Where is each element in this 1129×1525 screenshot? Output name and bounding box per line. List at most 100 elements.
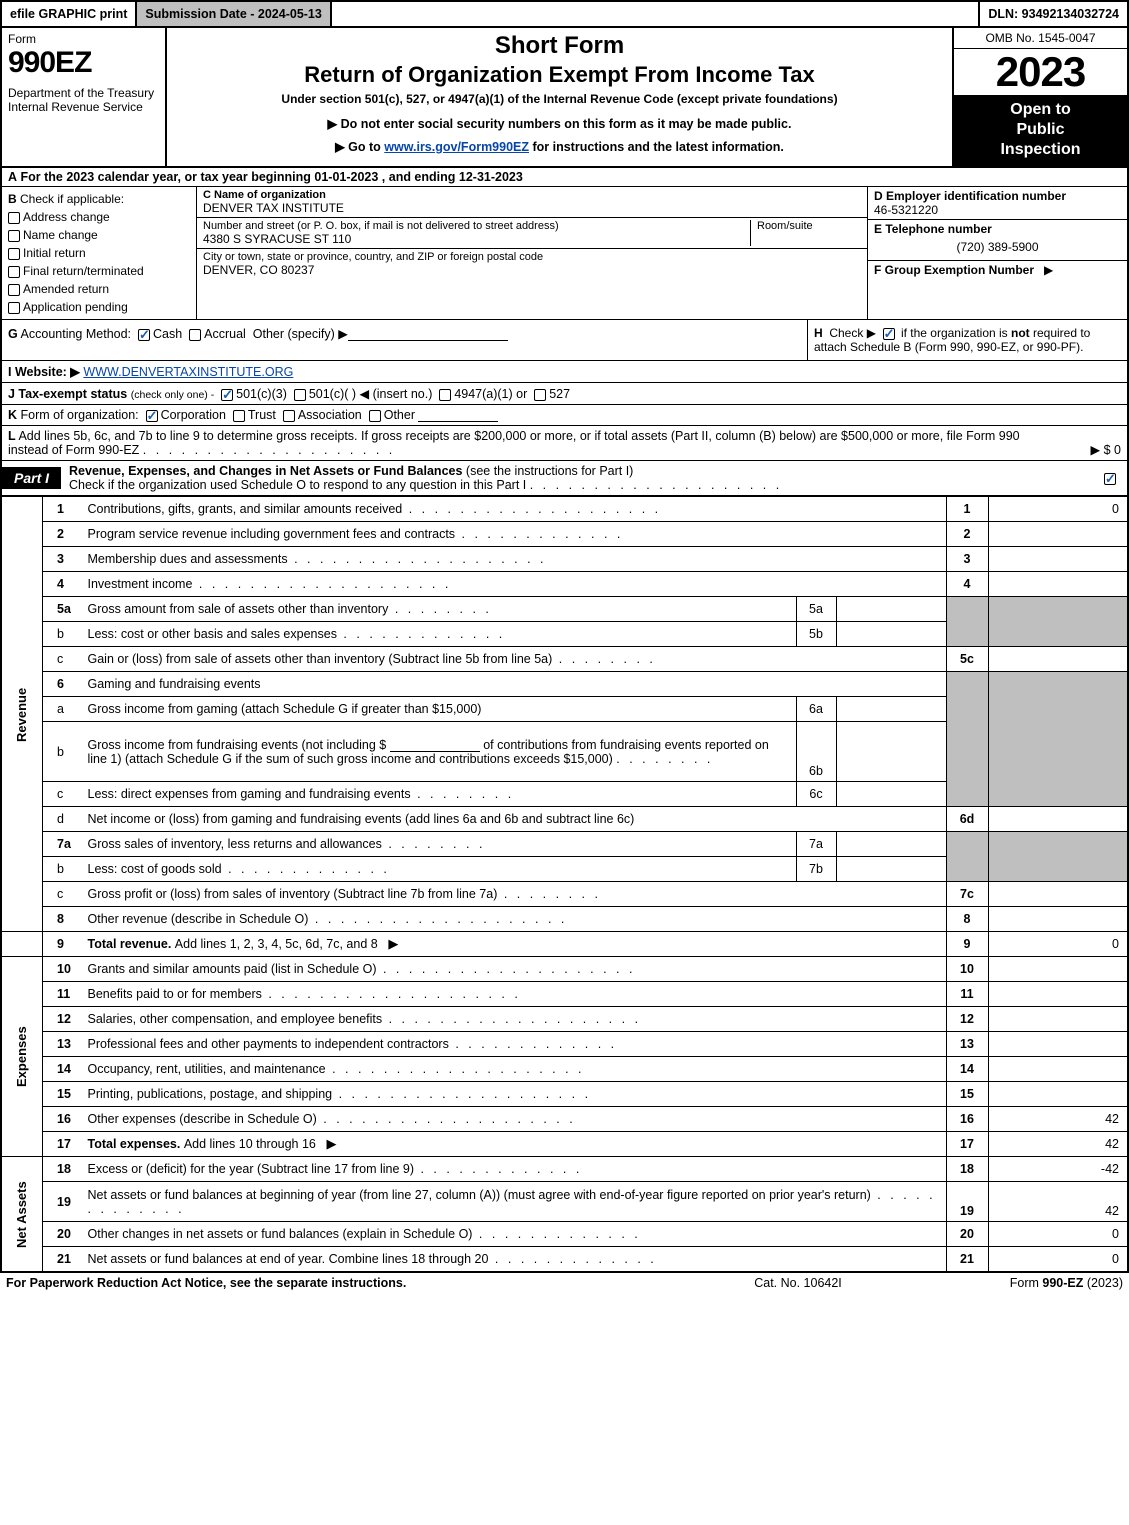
line-14: 14 Occupancy, rent, utilities, and maint… (1, 1057, 1128, 1082)
sidecat-revenue: Revenue (1, 497, 43, 932)
l14-amt (988, 1057, 1128, 1082)
l6c-sn: 6c (796, 782, 836, 807)
chk-501c[interactable] (294, 389, 306, 401)
l8-rn: 8 (946, 907, 988, 932)
l18-amt: -42 (988, 1157, 1128, 1182)
header-right: OMB No. 1545-0047 2023 Open to Public In… (952, 28, 1127, 166)
line-17: 17 Total expenses. Add lines 10 through … (1, 1132, 1128, 1157)
chk-527[interactable] (534, 389, 546, 401)
chk-schedule-o[interactable] (1104, 473, 1116, 485)
l20-amt: 0 (988, 1222, 1128, 1247)
l7a-sv (836, 832, 946, 857)
chk-final-return[interactable] (8, 266, 20, 278)
page-footer: For Paperwork Reduction Act Notice, see … (0, 1272, 1129, 1293)
l18-desc: Excess or (deficit) for the year (Subtra… (88, 1162, 415, 1176)
note-goto-post: for instructions and the latest informat… (529, 140, 784, 154)
l-dots (143, 443, 395, 457)
website-link[interactable]: WWW.DENVERTAXINSTITUTE.ORG (83, 365, 293, 379)
l9-dots (378, 937, 402, 951)
l14-rn: 14 (946, 1057, 988, 1082)
l20-dots (472, 1227, 640, 1241)
chk-amended-return[interactable] (8, 284, 20, 296)
l9-rn: 9 (946, 932, 988, 957)
l12-rn: 12 (946, 1007, 988, 1032)
row-a: A For the 2023 calendar year, or tax yea… (0, 168, 1129, 187)
sidecat-rev-end (1, 932, 43, 957)
l16-desc: Other expenses (describe in Schedule O) (88, 1112, 317, 1126)
l7b-dots (222, 862, 390, 876)
block-bcdef: B Check if applicable: Address change Na… (0, 187, 1129, 320)
lbl-trust: Trust (248, 408, 276, 422)
note-goto: ▶ Go to www.irs.gov/Form990EZ for instru… (173, 139, 946, 154)
addr-value: 4380 S SYRACUSE ST 110 (203, 232, 744, 246)
line-16: 16 Other expenses (describe in Schedule … (1, 1107, 1128, 1132)
l6c-desc: Less: direct expenses from gaming and fu… (88, 787, 411, 801)
l5b-num: b (43, 622, 83, 647)
l4-desc: Investment income (88, 577, 193, 591)
chk-name-change-label: Name change (23, 228, 98, 242)
line-13: 13 Professional fees and other payments … (1, 1032, 1128, 1057)
l6b-num: b (43, 722, 83, 782)
header-mid: Short Form Return of Organization Exempt… (167, 28, 952, 166)
chk-application-pending[interactable] (8, 302, 20, 314)
title-main: Return of Organization Exempt From Incom… (173, 62, 946, 88)
l5c-desc: Gain or (loss) from sale of assets other… (88, 652, 553, 666)
l18-dots (414, 1162, 582, 1176)
l18-rn: 18 (946, 1157, 988, 1182)
row-l: L Add lines 5b, 6c, and 7b to line 9 to … (0, 426, 1129, 461)
chk-initial-return[interactable] (8, 248, 20, 260)
l14-dots (326, 1062, 585, 1076)
city-value: DENVER, CO 80237 (203, 263, 861, 277)
col-b: B Check if applicable: Address change Na… (2, 187, 197, 319)
l8-num: 8 (43, 907, 83, 932)
line-6: 6 Gaming and fundraising events (1, 672, 1128, 697)
l4-rn: 4 (946, 572, 988, 597)
l7a-dots (382, 837, 486, 851)
chk-corp[interactable] (146, 410, 158, 422)
form-header: Form 990EZ Department of the Treasury In… (0, 28, 1129, 168)
l5a-sn: 5a (796, 597, 836, 622)
title-short-form: Short Form (173, 32, 946, 60)
footer-right-post: (2023) (1083, 1276, 1123, 1290)
l4-num: 4 (43, 572, 83, 597)
l20-desc: Other changes in net assets or fund bala… (88, 1227, 473, 1241)
submission-date: Submission Date - 2024-05-13 (137, 2, 331, 26)
l12-desc: Salaries, other compensation, and employ… (88, 1012, 383, 1026)
l21-amt: 0 (988, 1247, 1128, 1272)
chk-address-change[interactable] (8, 212, 20, 224)
l15-rn: 15 (946, 1082, 988, 1107)
l5c-amt (988, 647, 1128, 672)
l15-desc: Printing, publications, postage, and shi… (88, 1087, 333, 1101)
chk-501c3[interactable] (221, 389, 233, 401)
l13-rn: 13 (946, 1032, 988, 1057)
form-number: 990EZ (8, 46, 159, 80)
l5c-num: c (43, 647, 83, 672)
l9-desc-b: Total revenue. (88, 937, 175, 951)
l16-num: 16 (43, 1107, 83, 1132)
sidecat-expenses: Expenses (1, 957, 43, 1157)
irs-link[interactable]: www.irs.gov/Form990EZ (384, 140, 529, 154)
l21-num: 21 (43, 1247, 83, 1272)
l2-desc: Program service revenue including govern… (88, 527, 456, 541)
chk-cash[interactable] (138, 329, 150, 341)
l17-num: 17 (43, 1132, 83, 1157)
line-18: Net Assets 18 Excess or (deficit) for th… (1, 1157, 1128, 1182)
l13-dots (449, 1037, 617, 1051)
i-label: I Website: ▶ (8, 365, 80, 379)
chk-trust[interactable] (233, 410, 245, 422)
chk-h[interactable] (883, 328, 895, 340)
lbl-other: Other (specify) ▶ (253, 327, 348, 341)
chk-4947[interactable] (439, 389, 451, 401)
l4-amt (988, 572, 1128, 597)
chk-name-change[interactable] (8, 230, 20, 242)
addr-label: Number and street (or P. O. box, if mail… (203, 220, 744, 232)
l7c-dots (497, 887, 601, 901)
l6d-num: d (43, 807, 83, 832)
l19-desc: Net assets or fund balances at beginning… (88, 1188, 871, 1202)
inspect-line2: Public (1016, 121, 1064, 138)
form-word: Form (8, 32, 159, 46)
chk-assoc[interactable] (283, 410, 295, 422)
chk-other-org[interactable] (369, 410, 381, 422)
l16-dots (317, 1112, 576, 1126)
chk-accrual[interactable] (189, 329, 201, 341)
